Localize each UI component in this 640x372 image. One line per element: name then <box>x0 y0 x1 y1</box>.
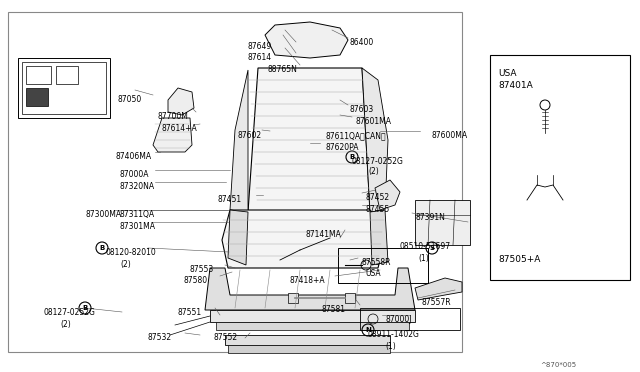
Polygon shape <box>205 268 415 310</box>
Text: 87552: 87552 <box>213 333 237 342</box>
Text: 87505+A: 87505+A <box>498 255 540 264</box>
Text: (2): (2) <box>120 260 131 269</box>
Text: 87614+A: 87614+A <box>162 124 198 133</box>
Polygon shape <box>228 210 248 265</box>
Polygon shape <box>362 68 388 212</box>
Text: 87141MA: 87141MA <box>305 230 341 239</box>
Bar <box>210 310 415 322</box>
Text: 87600MA: 87600MA <box>432 131 468 140</box>
Text: B: B <box>349 154 355 160</box>
Text: 88765N: 88765N <box>267 65 297 74</box>
Text: 87558R: 87558R <box>362 258 392 267</box>
Text: USA: USA <box>498 69 516 78</box>
Text: 87000A: 87000A <box>120 170 150 179</box>
Polygon shape <box>222 210 385 268</box>
Text: (1): (1) <box>418 254 429 263</box>
Text: 87601MA: 87601MA <box>355 117 391 126</box>
Text: S: S <box>429 245 435 251</box>
Text: 87311QA: 87311QA <box>120 210 155 219</box>
Text: ^870*005: ^870*005 <box>540 362 576 368</box>
Polygon shape <box>415 278 462 300</box>
Bar <box>22 62 106 114</box>
Text: 87401A: 87401A <box>498 81 532 90</box>
Text: (2): (2) <box>60 320 71 329</box>
Bar <box>338 248 428 283</box>
Bar <box>56 66 78 84</box>
Bar <box>288 293 298 303</box>
Text: 87000J: 87000J <box>385 315 412 324</box>
Text: 08911-1402G: 08911-1402G <box>368 330 420 339</box>
Text: 87649: 87649 <box>248 42 272 51</box>
Text: B: B <box>99 245 104 251</box>
Text: 87557R: 87557R <box>422 298 452 307</box>
Text: 87602: 87602 <box>237 131 261 140</box>
Text: 87553: 87553 <box>190 265 214 274</box>
Polygon shape <box>168 88 194 115</box>
Text: 08120-82010: 08120-82010 <box>105 248 156 257</box>
Text: 87581: 87581 <box>322 305 346 314</box>
Text: 86400: 86400 <box>350 38 374 47</box>
Bar <box>216 322 409 330</box>
Text: 87391N: 87391N <box>415 213 445 222</box>
Text: 87614: 87614 <box>248 53 272 62</box>
Bar <box>8 12 462 352</box>
Bar <box>345 293 355 303</box>
Bar <box>26 88 48 106</box>
Bar <box>225 335 390 345</box>
Text: 87050: 87050 <box>118 95 142 104</box>
Polygon shape <box>248 68 370 212</box>
Text: 87551: 87551 <box>178 308 202 317</box>
Polygon shape <box>153 118 192 152</box>
Text: B: B <box>83 305 88 311</box>
Bar <box>415 200 470 245</box>
Text: 87611QA〈CAN〉: 87611QA〈CAN〉 <box>325 131 386 140</box>
Text: 08510-51697: 08510-51697 <box>400 242 451 251</box>
Text: 87620PA: 87620PA <box>325 143 358 152</box>
Bar <box>18 58 110 118</box>
Text: 87455: 87455 <box>366 205 390 214</box>
Text: 87451: 87451 <box>218 195 242 204</box>
Bar <box>26 66 51 84</box>
Text: 08127-0252G: 08127-0252G <box>352 157 404 166</box>
Bar <box>228 345 390 353</box>
Polygon shape <box>370 210 388 265</box>
Bar <box>490 55 630 280</box>
Text: N: N <box>365 327 371 333</box>
Text: 87300MA: 87300MA <box>85 210 121 219</box>
Text: 87580: 87580 <box>184 276 208 285</box>
Text: 87406MA: 87406MA <box>115 152 151 161</box>
Text: 87301MA: 87301MA <box>120 222 156 231</box>
Text: 08127-0252G: 08127-0252G <box>44 308 96 317</box>
Text: 87700M: 87700M <box>158 112 189 121</box>
Polygon shape <box>265 22 348 58</box>
Text: 87418+A: 87418+A <box>290 276 326 285</box>
Text: 87452: 87452 <box>366 193 390 202</box>
Text: 87603: 87603 <box>350 105 374 114</box>
Text: 87320NA: 87320NA <box>120 182 155 191</box>
Polygon shape <box>230 70 248 212</box>
Text: (1): (1) <box>385 342 396 351</box>
Text: 87532: 87532 <box>148 333 172 342</box>
Text: USA: USA <box>365 269 381 278</box>
Bar <box>360 308 460 330</box>
Text: (2): (2) <box>368 167 379 176</box>
Polygon shape <box>375 180 400 210</box>
